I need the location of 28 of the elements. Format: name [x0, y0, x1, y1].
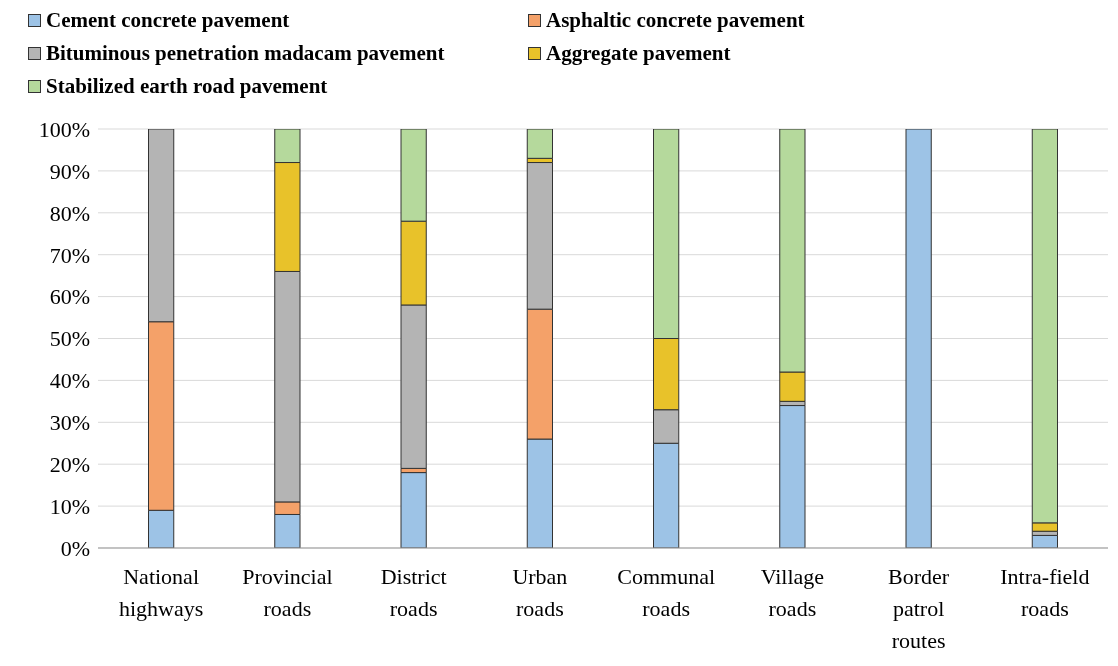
y-tick-label: 0%: [60, 535, 90, 561]
legend-label: Cement concrete pavement: [46, 8, 290, 33]
x-tick-label: Communal roads: [617, 563, 716, 621]
x-tick-label: Village roads: [760, 563, 825, 621]
legend-label: Bituminous penetration madacam pavement: [46, 41, 445, 66]
x-tick-label: National highways: [118, 563, 204, 621]
y-tick-label: 30%: [49, 410, 90, 436]
y-tick-label: 10%: [49, 493, 90, 519]
y-tick-label: 60%: [49, 284, 90, 310]
x-tick-label: Urban roads: [512, 563, 568, 621]
x-tick-label: District roads: [380, 563, 447, 621]
y-tick-label: 20%: [49, 452, 90, 478]
x-tick-label: Intra-field roads: [1000, 563, 1090, 621]
y-tick-label: 100%: [38, 116, 90, 142]
y-tick-label: 70%: [49, 242, 90, 268]
x-tick-label: Provincial roads: [242, 563, 333, 621]
legend-label: Stabilized earth road pavement: [46, 74, 328, 99]
bar: [526, 129, 553, 159]
y-tick-label: 80%: [49, 200, 90, 226]
x-tick-label: Border patrol routes: [888, 563, 950, 653]
legend-label: Aggregate pavement: [546, 41, 731, 66]
legend-label: Asphaltic concrete pavement: [546, 8, 805, 33]
y-tick-label: 90%: [49, 158, 90, 184]
bar: [779, 405, 806, 548]
bar: [905, 129, 932, 548]
bar: [400, 472, 427, 548]
y-tick-label: 40%: [49, 368, 90, 394]
y-tick-label: 50%: [49, 326, 90, 352]
